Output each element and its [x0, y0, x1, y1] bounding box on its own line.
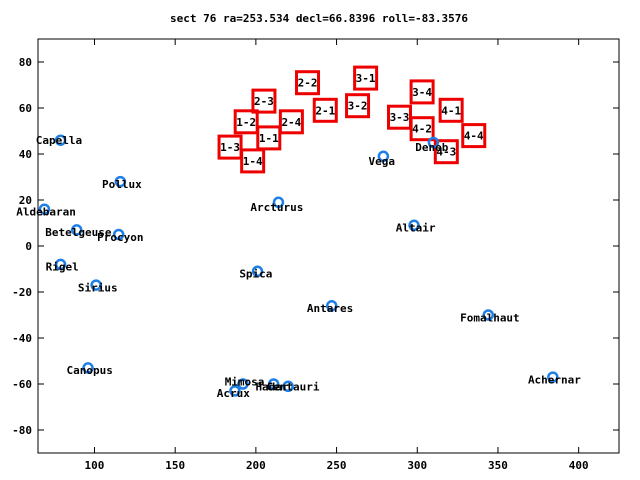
sector-box-label: 1-2 — [236, 116, 256, 129]
star-label: Arcturus — [250, 201, 303, 214]
star-label: Altair — [396, 222, 436, 235]
sector-box-label: 2-1 — [315, 104, 335, 117]
star-point — [54, 134, 67, 146]
x-tick-label: 400 — [569, 459, 589, 472]
sector-box-label: 3-3 — [390, 111, 410, 124]
sector-box-label: 4-3 — [436, 146, 456, 159]
star-point — [90, 279, 102, 291]
sector-box-label: 3-2 — [348, 100, 368, 113]
x-tick-label: 150 — [165, 459, 185, 472]
sector-box-label: 1-3 — [220, 141, 240, 154]
star-label: Capella — [36, 134, 82, 147]
star-point — [237, 378, 249, 390]
star-label: Antares — [307, 302, 353, 315]
star-point — [54, 258, 67, 271]
star-label: Rigel — [46, 261, 79, 274]
x-tick-label: 250 — [327, 459, 347, 472]
star-point — [377, 150, 390, 163]
x-tick-label: 350 — [488, 459, 508, 472]
star-label: Canopus — [66, 364, 112, 377]
star-markers — [38, 134, 559, 397]
star-point — [70, 224, 83, 236]
star-label: Acrux — [217, 387, 250, 400]
sector-box-label: 3-1 — [356, 72, 376, 85]
y-tick-label: -60 — [12, 378, 32, 391]
chart-title: sect 76 ra=253.534 decl=66.8396 roll=-83… — [170, 12, 468, 25]
sector-box — [353, 65, 379, 91]
y-tick-label: 20 — [19, 194, 32, 207]
sector-box-label: 4-4 — [464, 130, 484, 143]
sector-box-label: 1-1 — [259, 132, 279, 145]
star-label: Pollux — [102, 178, 142, 191]
x-tick-label: 300 — [407, 459, 427, 472]
sector-box — [438, 97, 464, 123]
x-tick-label: 200 — [246, 459, 266, 472]
sector-box-label: 3-4 — [412, 86, 432, 99]
x-tick-label: 100 — [85, 459, 105, 472]
sector-box — [345, 93, 371, 119]
star-point — [427, 136, 440, 149]
sector-box-label: 2-3 — [254, 95, 274, 108]
sector-box — [409, 79, 435, 105]
sector-box — [256, 125, 282, 151]
sector-box-label: 2-2 — [298, 77, 318, 90]
sector-box — [251, 88, 277, 114]
star-point — [229, 385, 241, 397]
sector-box-label: 2-4 — [281, 116, 301, 129]
star-point — [82, 362, 94, 374]
star-label: Centauri — [267, 380, 320, 393]
star-label: Spica — [239, 268, 272, 281]
star-point — [38, 203, 51, 215]
sector-box-label: 1-4 — [243, 155, 263, 168]
star-label: Deneb — [415, 141, 448, 154]
star-label: Sirius — [78, 281, 118, 294]
sector-box-label: 4-2 — [412, 123, 432, 136]
star-label: Procyon — [97, 231, 143, 244]
star-point — [267, 378, 280, 390]
sector-box — [312, 97, 338, 123]
star-point — [547, 371, 559, 383]
star-label: Achernar — [528, 373, 581, 386]
star-point — [112, 228, 125, 241]
sector-box — [233, 109, 259, 135]
star-point — [272, 196, 285, 209]
sector-box — [217, 134, 243, 160]
y-tick-label: 0 — [25, 240, 32, 253]
y-tick-label: 60 — [19, 102, 32, 115]
sector-box — [433, 139, 459, 165]
sector-box — [461, 123, 487, 149]
sector-boxes: 1-11-21-31-42-12-22-32-43-13-23-33-44-14… — [217, 65, 487, 174]
y-tick-label: 80 — [19, 56, 32, 69]
sector-box — [409, 116, 435, 142]
axis-ticks: 100 150 200 250 300 350 400 -80 -60 -40 -20 0 20 40 60… — [12, 39, 619, 472]
star-label: Mimosa — [225, 376, 265, 389]
star-point — [282, 380, 294, 393]
star-point — [325, 300, 338, 312]
star-label: Aldebaran — [16, 206, 76, 219]
star-point — [114, 175, 127, 188]
star-point — [408, 219, 420, 232]
star-label: Fomalhaut — [460, 311, 520, 324]
star-point — [251, 265, 264, 278]
sector-box — [278, 109, 304, 135]
star-label: Vega — [369, 155, 396, 168]
y-tick-label: 40 — [19, 148, 32, 161]
sector-box-label: 4-1 — [441, 104, 461, 117]
star-point — [482, 309, 495, 321]
y-tick-label: -20 — [12, 286, 32, 299]
star-label: Hadar — [255, 380, 288, 393]
y-tick-label: -40 — [12, 332, 32, 345]
plot-frame — [37, 38, 620, 454]
sector-box — [295, 70, 321, 96]
y-tick-label: -80 — [12, 424, 32, 437]
sector-box — [240, 148, 266, 174]
star-label: Betelgeuse — [45, 226, 112, 239]
